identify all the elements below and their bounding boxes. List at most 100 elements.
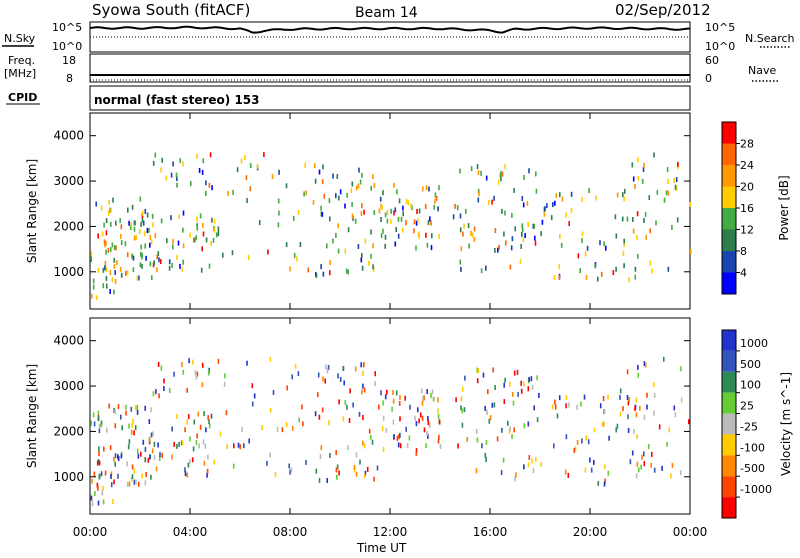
power-point (104, 265, 106, 271)
velocity-point (509, 381, 511, 387)
power-point (240, 158, 243, 164)
power-point (329, 270, 331, 276)
velocity-point (348, 418, 351, 423)
velocity-point (362, 415, 364, 420)
velocity-point (633, 429, 635, 435)
power-point (595, 195, 597, 201)
power-colorbar-segment (722, 186, 736, 208)
velocity-point (405, 426, 407, 432)
power-point (236, 167, 239, 173)
noise-panel: N.Sky 10^5 10^0 10^5 10^0 N.Search (2, 21, 795, 53)
velocity-point (376, 465, 379, 471)
power-point (540, 231, 542, 237)
power-colorbar-tick-label: 16 (740, 202, 754, 215)
power-point (103, 239, 106, 245)
velocity-point (131, 474, 134, 480)
power-point (323, 193, 326, 199)
power-point (110, 207, 112, 213)
velocity-point (673, 405, 676, 411)
velocity-point (362, 371, 364, 376)
velocity-point (415, 421, 418, 427)
power-point (497, 247, 499, 253)
power-point (109, 289, 111, 294)
velocity-point (294, 363, 297, 369)
velocity-point (346, 404, 348, 410)
velocity-point (335, 450, 337, 456)
velocity-point (457, 443, 459, 449)
power-point (676, 217, 679, 223)
noise-sky-line (89, 25, 691, 34)
power-point (277, 198, 280, 204)
power-panel: 1000 2000 3000 4000 Slant Range [km] (25, 112, 692, 310)
velocity-point (233, 443, 235, 449)
power-point (615, 266, 617, 272)
power-point (278, 210, 280, 216)
power-point (154, 233, 157, 239)
velocity-point (576, 440, 579, 445)
velocity-point (362, 440, 364, 446)
power-point (411, 205, 413, 211)
power-point (359, 179, 362, 185)
velocity-colorbar-frame (721, 329, 737, 519)
power-point (198, 167, 201, 173)
power-point (92, 278, 95, 284)
time-axis: 00:00 04:00 08:00 12:00 16:00 20:00 00:00 (73, 113, 707, 539)
power-point (211, 185, 213, 191)
power-point (473, 237, 476, 242)
velocity-point (392, 398, 395, 404)
power-point (232, 189, 234, 195)
power-point (402, 211, 404, 217)
power-point (222, 252, 224, 258)
velocity-point (355, 452, 358, 458)
velocity-point (636, 434, 638, 440)
power-point (176, 182, 178, 188)
velocity-point (643, 361, 646, 367)
velocity-point (152, 391, 155, 397)
power-point (435, 195, 438, 201)
nave-tick-top: 60 (705, 54, 719, 67)
power-colorbar: 4 8 12 16 20 24 28 (721, 121, 754, 295)
velocity-point (96, 460, 99, 466)
power-point (102, 283, 105, 289)
velocity-point (520, 388, 523, 394)
power-point (193, 237, 195, 243)
velocity-point (117, 404, 120, 410)
power-point (522, 202, 525, 208)
power-point (285, 183, 288, 189)
velocity-point (668, 427, 670, 433)
velocity-point (461, 408, 464, 414)
power-point (149, 242, 151, 248)
power-point (329, 260, 331, 266)
power-point (523, 174, 525, 180)
velocity-point (203, 460, 206, 466)
power-point (347, 227, 350, 233)
velocity-point (297, 371, 300, 377)
velocity-point (157, 442, 159, 448)
velocity-point (131, 423, 133, 429)
power-point (170, 215, 172, 221)
velocity-point (615, 427, 617, 433)
velocity-point (125, 404, 127, 410)
power-point (321, 211, 324, 217)
velocity-point (317, 392, 319, 398)
velocity-point (638, 467, 640, 473)
velocity-point (527, 386, 530, 392)
velocity-point (269, 452, 271, 458)
power-point (663, 197, 666, 203)
power-point (109, 247, 112, 253)
velocity-point (398, 434, 400, 440)
velocity-point (261, 425, 263, 431)
velocity-point (97, 410, 100, 416)
power-point (456, 205, 459, 211)
velocity-point (152, 431, 154, 437)
nave-tick-bottom: 0 (705, 72, 712, 85)
power-point (111, 277, 114, 283)
velocity-point (320, 445, 323, 451)
power-point (195, 235, 197, 241)
power-point (296, 256, 298, 262)
power-point (176, 254, 178, 260)
power-point (124, 241, 127, 247)
power-point (178, 214, 180, 220)
velocity-yticks: 1000 2000 3000 4000 (53, 334, 690, 484)
velocity-point (426, 389, 428, 394)
